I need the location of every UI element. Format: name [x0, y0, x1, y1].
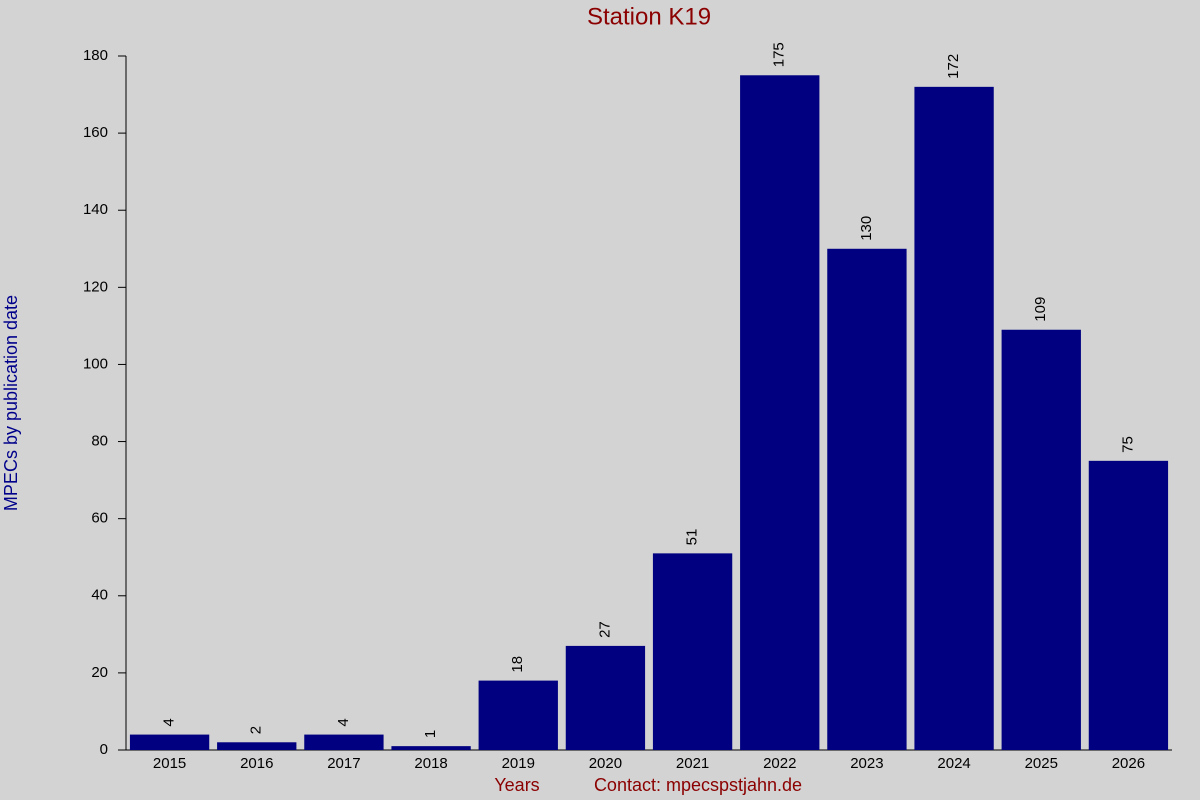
value-label: 175 [771, 42, 788, 67]
bar [478, 680, 558, 750]
bar [914, 86, 994, 751]
bar [129, 734, 210, 750]
y-tick-label: 140 [83, 201, 108, 218]
value-label: 75 [1119, 436, 1136, 453]
value-label: 2 [248, 726, 265, 734]
x-tick-label: 2017 [327, 755, 360, 772]
x-tick-label: 2026 [1112, 755, 1145, 772]
y-tick-label: 80 [91, 433, 108, 450]
bar [217, 742, 297, 750]
value-label: 172 [945, 54, 962, 79]
bar [652, 553, 733, 750]
value-label: 109 [1032, 297, 1049, 322]
bar [391, 746, 471, 750]
x-tick-label: 2016 [240, 755, 273, 772]
bar [827, 248, 907, 750]
x-tick-label: 2024 [937, 755, 970, 772]
value-label: 51 [684, 529, 701, 546]
y-tick-label: 20 [91, 664, 108, 681]
value-label: 130 [858, 216, 875, 241]
value-label: 27 [596, 621, 613, 638]
bar [304, 734, 384, 750]
annotation: Contact: mpecspstjahn.de [594, 775, 802, 795]
y-tick-label: 40 [91, 587, 108, 604]
x-tick-label: 2025 [1025, 755, 1058, 772]
bar [565, 645, 646, 750]
chart-title: Station K19 [587, 3, 711, 30]
x-tick-label: 2022 [763, 755, 796, 772]
x-tick-label: 2021 [676, 755, 709, 772]
bar [1001, 329, 1081, 750]
value-label: 1 [422, 730, 439, 738]
y-tick-label: 0 [100, 741, 108, 758]
x-tick-label: 2018 [414, 755, 447, 772]
x-tick-label: 2015 [153, 755, 186, 772]
y-tick-label: 160 [83, 124, 108, 141]
x-tick-label: 2019 [502, 755, 535, 772]
x-axis-label: Years [494, 775, 539, 795]
y-tick-label: 60 [91, 510, 108, 527]
value-label: 4 [335, 718, 352, 726]
x-tick-label: 2023 [850, 755, 883, 772]
value-label: 4 [161, 718, 178, 726]
x-tick-label: 2020 [589, 755, 622, 772]
bar [740, 75, 820, 751]
value-label: 18 [509, 656, 526, 673]
y-tick-label: 180 [83, 47, 108, 64]
y-axis-label: MPECs by publication date [1, 295, 21, 511]
y-tick-label: 100 [83, 355, 108, 372]
bar [1088, 460, 1169, 750]
y-tick-label: 120 [83, 278, 108, 295]
